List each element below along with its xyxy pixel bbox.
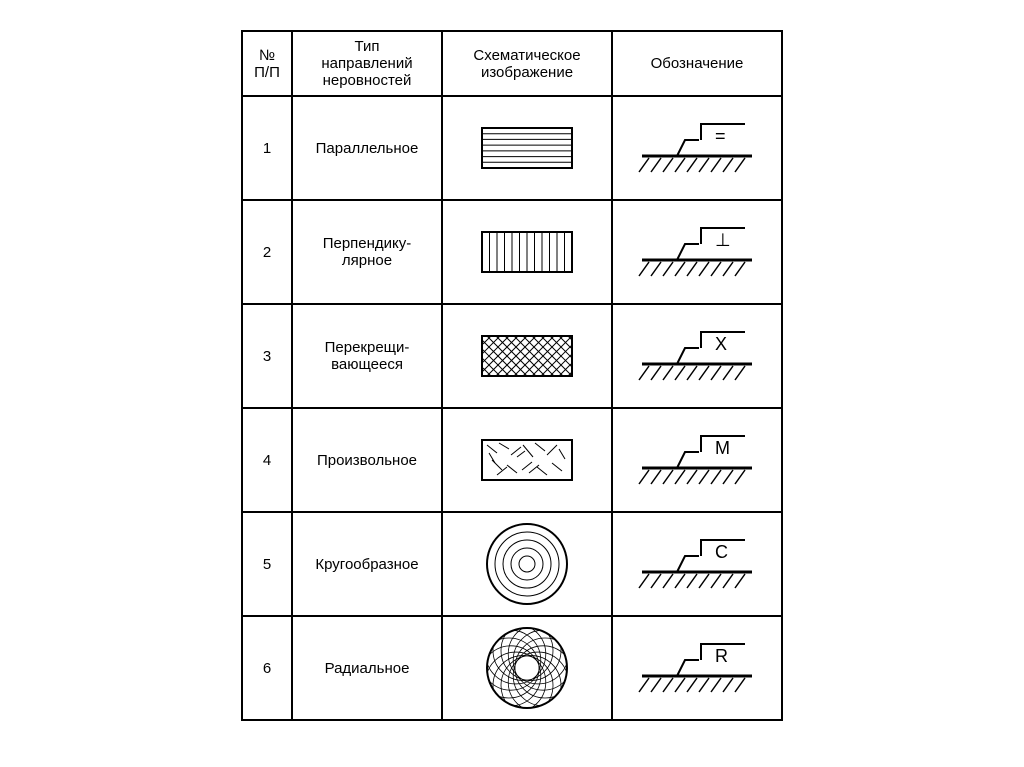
header-num: №П/П (242, 31, 292, 96)
row-num: 3 (242, 304, 292, 408)
table-row: 4Произвольное M (242, 408, 782, 512)
row-symbol: = (612, 96, 782, 200)
svg-text:R: R (715, 646, 728, 666)
table-row: 3Перекрещи-вающееся X (242, 304, 782, 408)
row-schematic (442, 408, 612, 512)
table-row: 2Перпендику-лярное ⊥ (242, 200, 782, 304)
roughness-direction-table: №П/П Типнаправленийнеровностей Схематиче… (241, 30, 783, 721)
row-schematic (442, 200, 612, 304)
row-num: 5 (242, 512, 292, 616)
svg-text:⊥: ⊥ (715, 230, 731, 250)
header-schematic: Схематическоеизображение (442, 31, 612, 96)
row-type: Перпендику-лярное (292, 200, 442, 304)
svg-text:=: = (715, 126, 726, 146)
header-symbol: Обозначение (612, 31, 782, 96)
row-symbol: X (612, 304, 782, 408)
row-type: Произвольное (292, 408, 442, 512)
row-num: 6 (242, 616, 292, 720)
row-type: Параллельное (292, 96, 442, 200)
row-schematic (442, 96, 612, 200)
row-num: 4 (242, 408, 292, 512)
row-symbol: C (612, 512, 782, 616)
table-row: 1Параллельное = (242, 96, 782, 200)
header-type: Типнаправленийнеровностей (292, 31, 442, 96)
row-symbol: R (612, 616, 782, 720)
row-num: 2 (242, 200, 292, 304)
table-row: 6Радиальное R (242, 616, 782, 720)
row-symbol: M (612, 408, 782, 512)
svg-text:M: M (715, 438, 730, 458)
table-row: 5Кругообразное C (242, 512, 782, 616)
row-schematic (442, 304, 612, 408)
svg-text:X: X (715, 334, 727, 354)
row-type: Радиальное (292, 616, 442, 720)
row-symbol: ⊥ (612, 200, 782, 304)
row-schematic (442, 512, 612, 616)
row-type: Перекрещи-вающееся (292, 304, 442, 408)
row-type: Кругообразное (292, 512, 442, 616)
row-num: 1 (242, 96, 292, 200)
row-schematic (442, 616, 612, 720)
svg-text:C: C (715, 542, 728, 562)
